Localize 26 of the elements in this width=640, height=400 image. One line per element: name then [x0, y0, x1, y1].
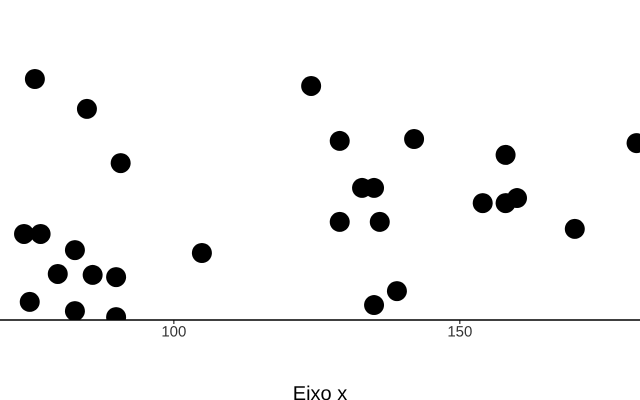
point [472, 193, 493, 214]
point [370, 212, 390, 232]
point [64, 240, 85, 260]
point [386, 281, 407, 302]
point [404, 129, 424, 150]
x-tick-label: 100 [161, 324, 186, 341]
point [564, 218, 585, 239]
point [30, 224, 51, 244]
point [64, 301, 85, 320]
point [110, 153, 131, 174]
point [106, 267, 126, 288]
x-tick-label: 150 [447, 324, 472, 341]
point [76, 98, 97, 119]
x-axis-title: Eixo x [292, 383, 348, 400]
point [14, 224, 34, 244]
point [330, 212, 350, 232]
point [24, 69, 45, 89]
point [364, 295, 384, 316]
point [301, 76, 322, 96]
point [496, 144, 516, 165]
point [20, 292, 40, 312]
point [192, 243, 212, 263]
point [507, 188, 528, 208]
point [48, 264, 68, 284]
point [82, 264, 103, 285]
point [330, 130, 350, 151]
